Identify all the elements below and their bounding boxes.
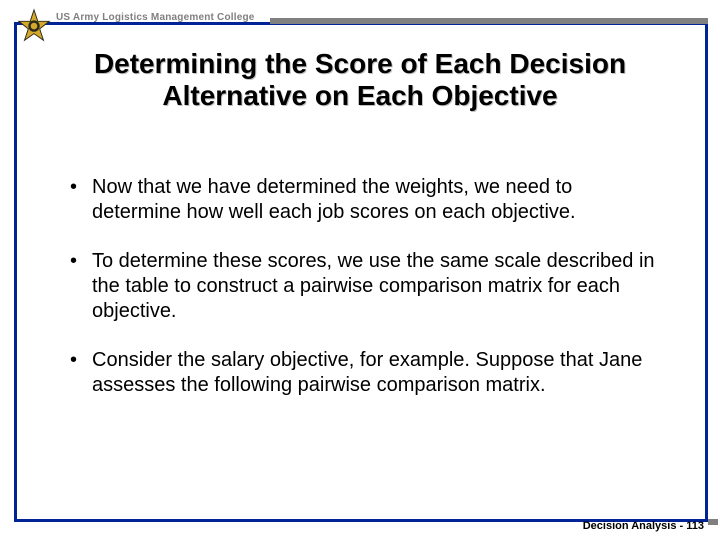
list-item: Now that we have determined the weights,… [70,175,660,225]
slide-title: Determining the Score of Each Decision A… [60,48,660,112]
footer-tick [708,519,718,525]
header-rule [270,18,708,24]
list-item: To determine these scores, we use the sa… [70,249,660,324]
header-org: US Army Logistics Management College [56,12,255,23]
list-item: Consider the salary objective, for examp… [70,348,660,398]
bullet-list: Now that we have determined the weights,… [70,175,660,422]
footer-number: 113 [686,520,704,532]
title-text: Determining the Score of Each Decision A… [60,48,660,112]
footer-label: Decision Analysis [583,520,677,532]
footer-page: Decision Analysis - 113 [583,520,704,532]
army-crest-icon [15,8,53,46]
footer-sep: - [676,520,686,532]
